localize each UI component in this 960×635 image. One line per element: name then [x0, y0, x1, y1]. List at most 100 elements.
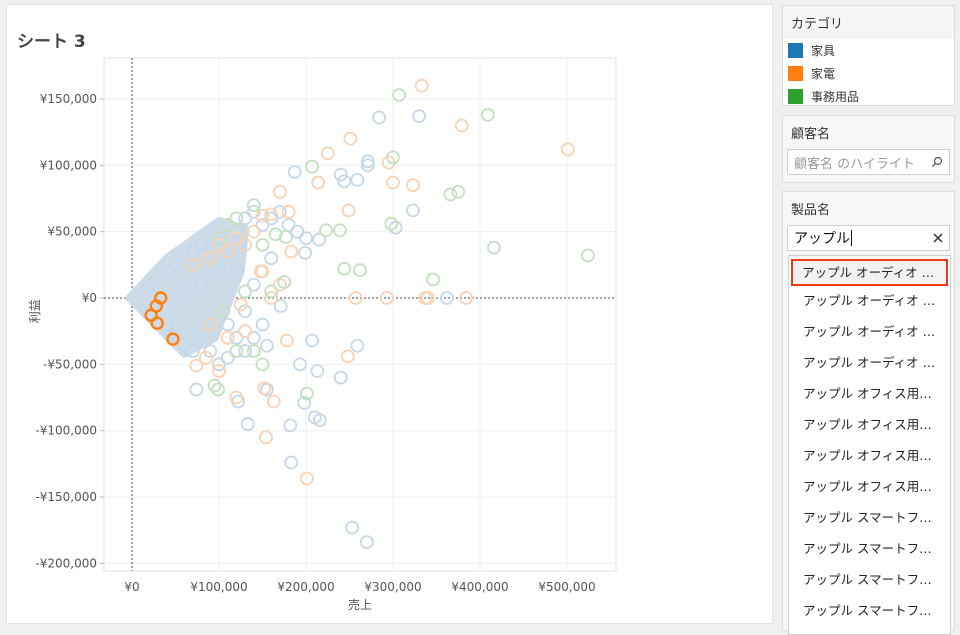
data-point[interactable] — [212, 364, 226, 378]
data-point[interactable] — [305, 333, 319, 348]
data-point[interactable] — [203, 231, 218, 246]
data-point[interactable] — [299, 231, 313, 246]
data-point[interactable] — [412, 109, 427, 124]
data-point[interactable] — [350, 172, 365, 187]
data-point[interactable] — [194, 330, 209, 345]
data-point[interactable] — [220, 317, 235, 332]
data-point[interactable] — [246, 198, 261, 213]
data-point[interactable] — [177, 337, 192, 352]
legend-item-office-supplies[interactable]: 事務用品 — [783, 85, 954, 108]
data-point[interactable] — [233, 297, 248, 312]
data-point[interactable] — [207, 378, 222, 393]
data-point[interactable] — [264, 251, 279, 266]
legend-item-appliances[interactable]: 家電 — [783, 62, 954, 85]
data-point[interactable] — [426, 272, 440, 287]
data-point[interactable] — [372, 110, 386, 125]
data-point[interactable] — [238, 344, 253, 358]
data-point[interactable] — [229, 390, 244, 405]
data-point[interactable] — [212, 357, 226, 372]
data-point[interactable] — [290, 224, 305, 239]
data-point[interactable] — [246, 330, 261, 345]
data-point[interactable] — [277, 275, 292, 289]
data-point[interactable] — [293, 357, 307, 372]
data-point[interactable] — [480, 107, 495, 122]
data-point[interactable] — [440, 291, 454, 305]
product-option[interactable]: アップル スマートフ… — [803, 541, 932, 556]
data-point[interactable] — [333, 223, 347, 238]
data-point[interactable] — [283, 418, 298, 433]
data-point[interactable] — [257, 381, 272, 396]
data-point[interactable] — [272, 184, 287, 199]
data-point[interactable] — [240, 417, 255, 431]
data-point[interactable] — [272, 204, 287, 219]
data-point[interactable] — [255, 238, 270, 252]
data-point[interactable] — [384, 216, 399, 231]
data-point[interactable] — [298, 245, 313, 260]
data-point[interactable] — [454, 118, 469, 133]
data-point[interactable] — [185, 344, 200, 358]
customer-highlight-input[interactable]: 顧客名 のハイライト — [787, 149, 950, 175]
product-option[interactable]: アップル オーディオ … — [803, 355, 936, 370]
data-point[interactable] — [238, 284, 253, 299]
data-point[interactable] — [380, 291, 394, 305]
data-point[interactable] — [203, 317, 218, 332]
product-option[interactable]: アップル スマートフ… — [803, 603, 932, 618]
data-point[interactable] — [420, 291, 435, 305]
data-point[interactable] — [297, 395, 312, 410]
data-point[interactable] — [185, 257, 200, 272]
data-point[interactable] — [268, 227, 283, 242]
data-point[interactable] — [414, 78, 429, 93]
data-point[interactable] — [255, 264, 270, 279]
data-point[interactable] — [287, 165, 302, 179]
data-point[interactable] — [189, 382, 204, 397]
data-point[interactable] — [360, 154, 375, 169]
data-point[interactable] — [406, 203, 420, 218]
highlighted-data-point[interactable] — [166, 332, 180, 346]
data-point[interactable] — [238, 238, 253, 252]
data-point[interactable] — [255, 317, 270, 332]
product-option[interactable]: アップル オフィス用… — [803, 386, 932, 401]
data-point[interactable] — [337, 174, 352, 189]
data-point[interactable] — [212, 238, 226, 252]
product-option[interactable]: アップル オーディオ … — [803, 293, 936, 308]
data-point[interactable] — [185, 244, 200, 259]
data-point[interactable] — [229, 211, 244, 226]
data-point[interactable] — [229, 231, 244, 246]
product-option[interactable]: アップル オフィス用… — [803, 448, 932, 463]
data-point[interactable] — [212, 224, 226, 239]
data-point[interactable] — [177, 251, 192, 266]
data-point[interactable] — [220, 244, 235, 259]
data-point[interactable] — [159, 264, 174, 279]
scatter-chart[interactable]: ¥0 ¥100,000 ¥200,000 ¥300,000 ¥400,000 ¥500,0… — [7, 5, 774, 625]
data-point[interactable] — [279, 333, 294, 348]
data-point[interactable] — [229, 344, 244, 358]
data-point[interactable] — [386, 175, 400, 190]
data-point[interactable] — [264, 211, 279, 226]
data-point[interactable] — [151, 271, 166, 285]
product-dropdown-list[interactable]: アップル オーディオ … アップル オーディオ … アップル オーディオ … アップル… — [788, 255, 951, 635]
data-point[interactable] — [406, 178, 420, 193]
data-point[interactable] — [255, 208, 270, 223]
data-point[interactable] — [273, 299, 288, 313]
data-point[interactable] — [313, 413, 327, 427]
data-point[interactable] — [238, 324, 253, 339]
data-point[interactable] — [142, 277, 157, 292]
data-point[interactable] — [264, 291, 279, 305]
data-point[interactable] — [443, 187, 458, 202]
data-point[interactable] — [220, 330, 235, 345]
data-point[interactable] — [246, 224, 261, 239]
data-point[interactable] — [353, 263, 367, 278]
data-point[interactable] — [560, 142, 575, 157]
data-point[interactable] — [194, 238, 209, 252]
product-option[interactable]: アップル オフィス用… — [803, 479, 932, 494]
data-point[interactable] — [284, 244, 299, 259]
data-point[interactable] — [319, 223, 333, 238]
data-point[interactable] — [487, 240, 501, 255]
data-point[interactable] — [299, 386, 314, 401]
data-point[interactable] — [333, 370, 348, 385]
data-point[interactable] — [281, 204, 296, 219]
data-point[interactable] — [388, 220, 403, 235]
product-search-input[interactable]: アップル — [787, 225, 950, 251]
data-point[interactable] — [238, 211, 253, 226]
data-point[interactable] — [312, 232, 326, 247]
